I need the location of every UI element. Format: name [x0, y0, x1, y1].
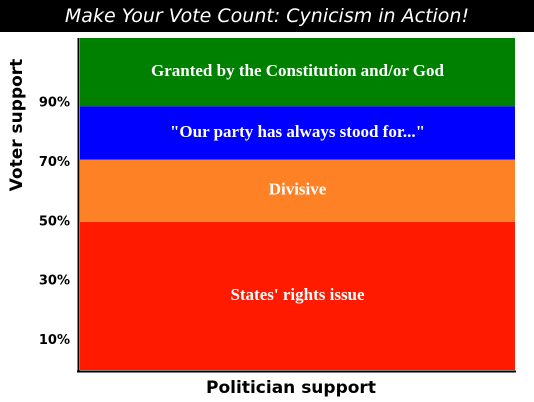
y-axis-title: Voter support — [7, 59, 27, 192]
band-label-1: Divisive — [269, 180, 327, 199]
y-tick-label: 10% — [39, 333, 70, 348]
band-label-2: "Our party has always stood for..." — [170, 122, 425, 141]
y-tick-label: 30% — [39, 274, 70, 289]
x-axis-title: Politician support — [206, 378, 376, 398]
bands: States' rights issue Divisive "Our party h… — [80, 38, 515, 370]
y-tick-label: 70% — [39, 155, 70, 170]
band-label-0: States' rights issue — [230, 285, 365, 304]
y-tick-label: 90% — [39, 96, 70, 111]
y-ticks: 10% 30% 50% 70% 90% — [39, 96, 70, 348]
band-label-3: Granted by the Constitution and/or God — [151, 61, 445, 80]
y-tick-label: 50% — [39, 214, 70, 229]
